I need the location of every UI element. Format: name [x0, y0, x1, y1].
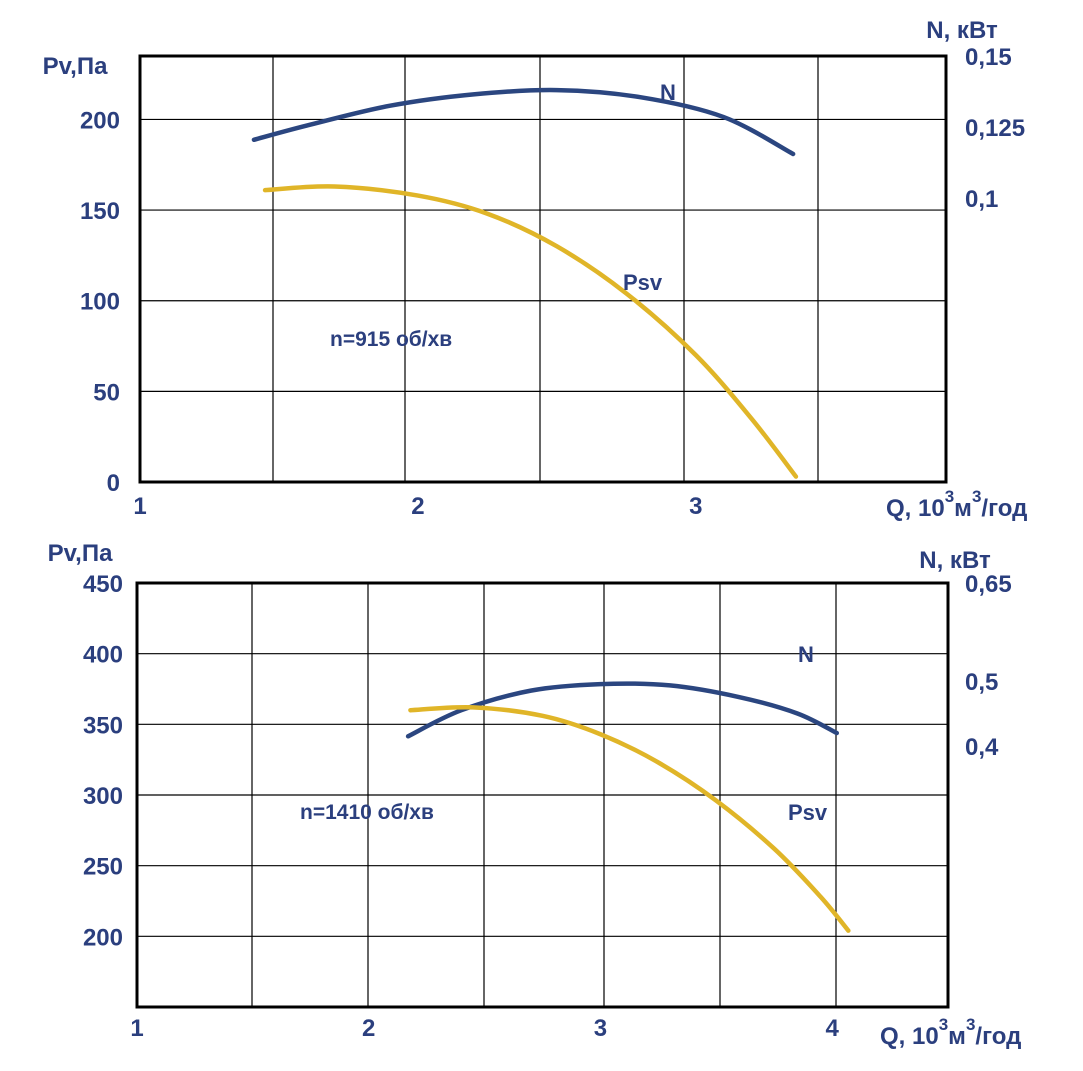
y-tick-label: 400	[83, 642, 123, 669]
speed-label: n=915 об/хв	[330, 328, 452, 351]
y2-tick-label: 0,5	[965, 669, 998, 696]
series-label-psv: Psv	[623, 270, 663, 295]
right-axis-title: N, кВт	[919, 547, 991, 574]
y-tick-label: 450	[83, 571, 123, 598]
right-axis-title: N, кВт	[926, 17, 998, 44]
x-axis-title: Q, 103м3/год	[880, 1015, 1021, 1050]
x-tick-label: 3	[689, 493, 702, 520]
y-tick-label: 50	[93, 379, 120, 406]
x-tick-label: 2	[411, 493, 424, 520]
x-axis-title-part: 3	[972, 487, 981, 506]
y2-tick-label: 0,4	[965, 734, 999, 761]
plot-frame	[138, 54, 948, 484]
x-tick-label: 4	[825, 1015, 839, 1042]
y2-tick-label: 0,65	[965, 571, 1012, 598]
x-axis-title: Q, 103м3/год	[886, 487, 1027, 522]
x-tick-label: 2	[362, 1015, 375, 1042]
x-axis-title-part: /год	[975, 1023, 1021, 1050]
series-label-n: N	[660, 80, 676, 105]
y-tick-label: 0	[107, 470, 120, 497]
power-curve	[405, 681, 840, 739]
y2-tick-label: 0,15	[965, 44, 1012, 71]
x-tick-label: 3	[594, 1015, 607, 1042]
speed-label: n=1410 об/хв	[300, 801, 434, 824]
y-tick-label: 100	[80, 289, 120, 316]
x-tick-label: 1	[133, 493, 146, 520]
series-label-n: N	[798, 642, 814, 667]
x-tick-label: 1	[130, 1015, 143, 1042]
left-axis-title: Pv,Па	[43, 53, 108, 80]
x-axis-title-part: м	[954, 495, 972, 522]
power-curve	[251, 87, 796, 157]
x-axis-title-part: м	[948, 1023, 966, 1050]
left-axis-title: Pv,Па	[48, 540, 113, 567]
grid-lines	[140, 56, 946, 482]
y-tick-label: 200	[83, 924, 123, 951]
plot-frame	[135, 581, 950, 1009]
y-tick-label: 150	[80, 198, 120, 225]
y-tick-label: 300	[83, 783, 123, 810]
y-tick-label: 350	[83, 712, 123, 739]
y2-tick-label: 0,1	[965, 186, 998, 213]
grid-lines	[137, 583, 948, 1007]
y2-tick-label: 0,125	[965, 115, 1025, 142]
x-axis-title-part: Q, 10	[880, 1023, 939, 1050]
x-axis-title-part: 3	[966, 1015, 975, 1034]
x-axis-title-part: Q, 10	[886, 495, 945, 522]
y-tick-label: 200	[80, 107, 120, 134]
series-label-psv: Psv	[788, 800, 828, 825]
x-axis-title-part: 3	[945, 487, 954, 506]
pressure-curve	[408, 704, 851, 933]
pressure-curve	[262, 184, 799, 479]
x-axis-title-part: 3	[939, 1015, 948, 1034]
y-tick-label: 250	[83, 854, 123, 881]
x-axis-title-part: /год	[981, 495, 1027, 522]
